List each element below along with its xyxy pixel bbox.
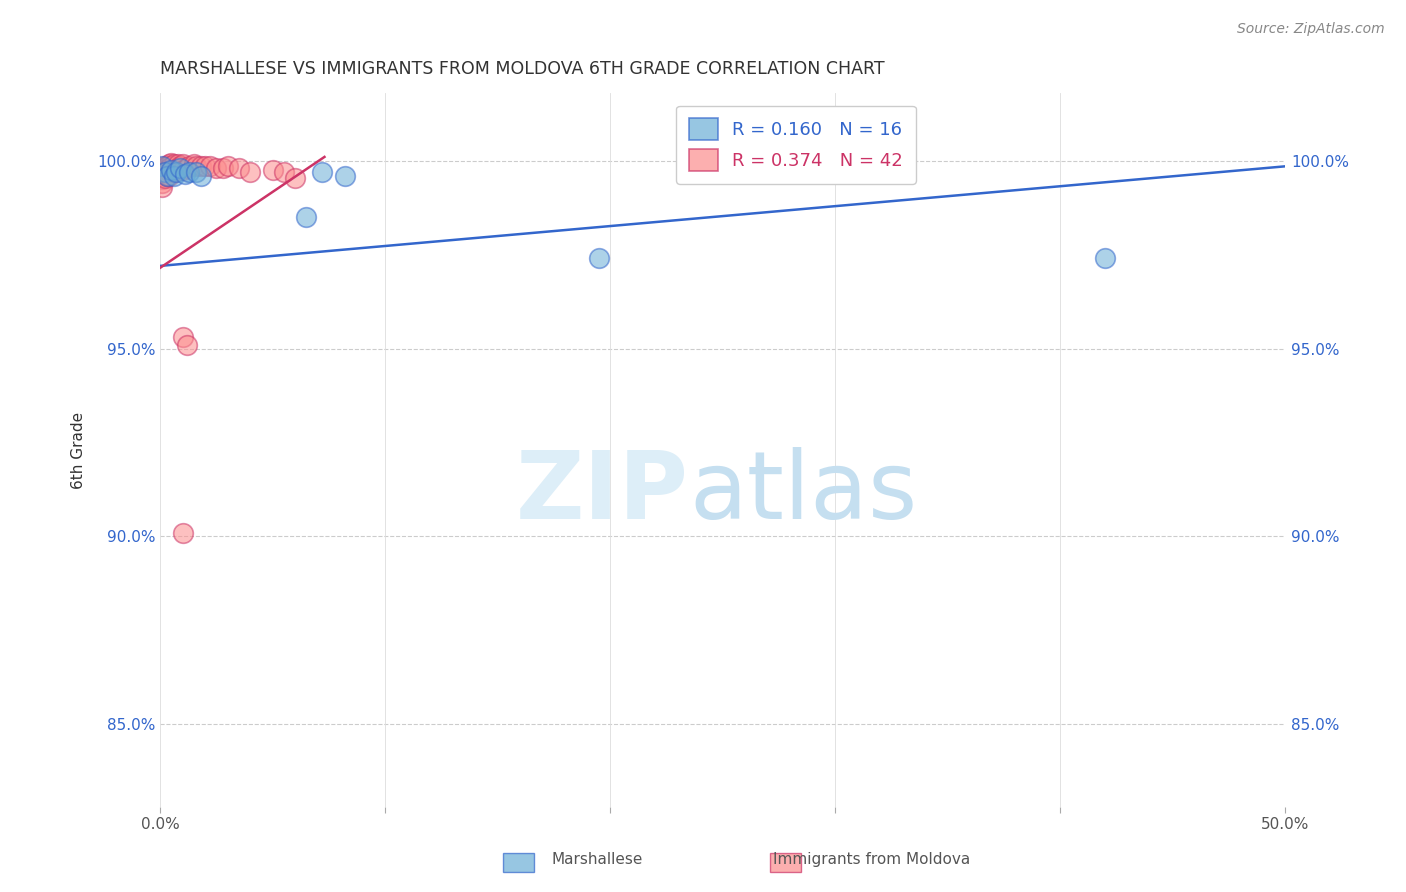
Point — [176, 338, 198, 352]
Point — [156, 163, 179, 178]
Point — [179, 165, 201, 179]
Point — [311, 165, 333, 179]
Point — [212, 161, 235, 176]
Point — [179, 159, 201, 173]
Point — [228, 161, 250, 176]
Point — [198, 159, 221, 173]
Point — [186, 159, 208, 173]
Point — [239, 165, 262, 179]
Point — [183, 157, 205, 171]
Point — [157, 157, 180, 171]
Point — [167, 161, 190, 176]
Text: Marshallese: Marshallese — [553, 852, 643, 867]
Point — [284, 170, 307, 185]
Point — [152, 176, 174, 190]
Point — [205, 161, 228, 176]
Point — [165, 163, 187, 178]
Point — [217, 159, 239, 173]
Point — [174, 167, 197, 181]
Point — [165, 165, 187, 179]
Point — [152, 180, 174, 194]
Point — [157, 161, 180, 176]
Point — [295, 210, 318, 224]
Point — [152, 172, 174, 186]
Point — [190, 169, 212, 183]
Point — [163, 165, 186, 179]
Point — [156, 169, 179, 183]
Point — [153, 165, 176, 179]
Point — [152, 161, 174, 176]
Legend: R = 0.160   N = 16, R = 0.374   N = 42: R = 0.160 N = 16, R = 0.374 N = 42 — [676, 105, 915, 184]
Point — [172, 157, 194, 171]
Point — [163, 157, 186, 171]
Point — [153, 170, 176, 185]
Text: Immigrants from Moldova: Immigrants from Moldova — [773, 852, 970, 867]
Point — [152, 159, 174, 173]
Point — [167, 157, 190, 171]
Point — [163, 169, 186, 183]
Point — [262, 163, 284, 178]
Point — [169, 159, 191, 173]
Point — [172, 330, 194, 344]
Point — [169, 161, 191, 176]
Point — [172, 525, 194, 540]
Point — [153, 159, 176, 173]
Point — [588, 252, 610, 266]
Point — [190, 159, 212, 173]
Text: Source: ZipAtlas.com: Source: ZipAtlas.com — [1237, 22, 1385, 37]
Point — [176, 161, 198, 176]
Point — [156, 169, 179, 183]
Point — [194, 159, 217, 173]
Point — [152, 169, 174, 183]
Text: MARSHALLESE VS IMMIGRANTS FROM MOLDOVA 6TH GRADE CORRELATION CHART: MARSHALLESE VS IMMIGRANTS FROM MOLDOVA 6… — [160, 60, 884, 78]
Point — [1094, 252, 1116, 266]
Y-axis label: 6th Grade: 6th Grade — [72, 411, 86, 489]
Point — [273, 165, 295, 179]
Point — [160, 159, 183, 173]
Point — [172, 163, 194, 178]
Point — [157, 169, 180, 183]
Point — [156, 159, 179, 173]
Point — [160, 163, 183, 178]
Point — [333, 169, 356, 183]
Point — [186, 165, 208, 179]
Point — [153, 165, 176, 179]
Text: atlas: atlas — [689, 447, 917, 539]
Text: ZIP: ZIP — [516, 447, 689, 539]
Point — [160, 155, 183, 169]
Point — [160, 163, 183, 178]
